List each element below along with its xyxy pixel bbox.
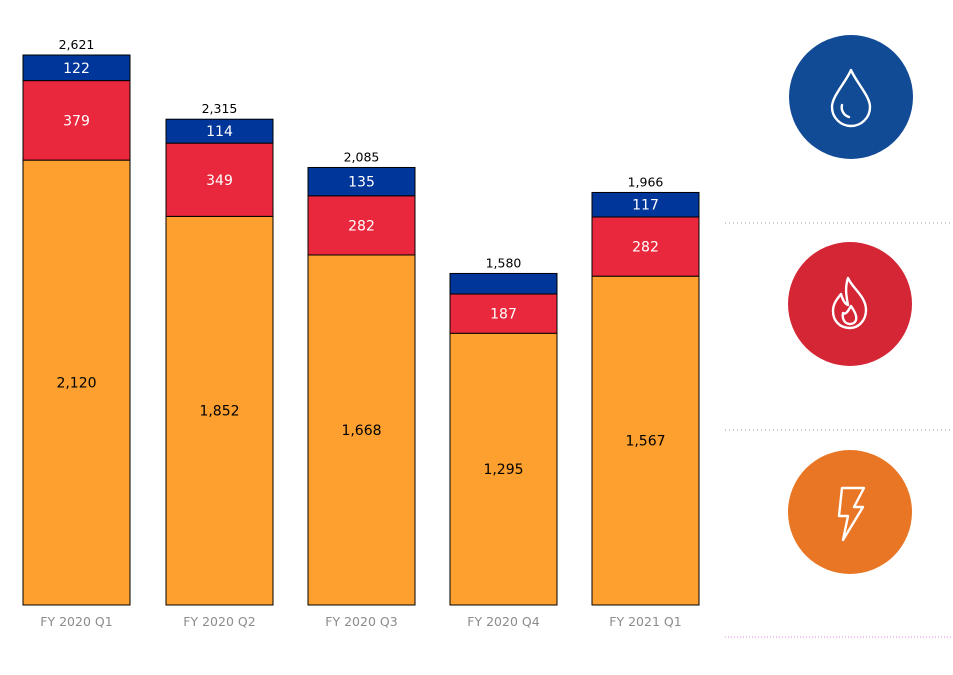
electricity-segment-label: 1,295 (483, 462, 523, 478)
electricity-segment-bar (22, 159, 131, 606)
category-label: FY 2020 Q2 (183, 614, 255, 629)
gas-segment-bar (22, 80, 131, 161)
bar-group: 1,852 349 114 2,315 FY 2020 Q2 (165, 101, 274, 629)
electricity-segment-label: 1,668 (341, 423, 381, 439)
electricity-segment-label: 1,852 (199, 404, 239, 420)
electricity-segment-bar (449, 332, 558, 606)
gas-segment-label: 282 (632, 240, 659, 256)
category-label: FY 2020 Q1 (40, 614, 112, 629)
water-segment-bar (449, 272, 558, 295)
gas-segment-label: 282 (348, 218, 375, 234)
category-label: FY 2020 Q4 (467, 614, 539, 629)
total-label: 2,085 (344, 149, 380, 164)
bar-group: 2,120 379 122 2,621 FY 2020 Q1 (22, 37, 131, 629)
category-label: FY 2020 Q3 (325, 614, 397, 629)
total-label: 1,966 (628, 174, 664, 189)
bar-group: 1,668 282 135 2,085 FY 2020 Q3 (307, 149, 416, 629)
electricity-segment-label: 1,567 (625, 434, 665, 450)
total-label: 2,315 (202, 101, 238, 116)
electricity-segment-bar (307, 254, 416, 606)
legend (725, 35, 953, 638)
category-label: FY 2021 Q1 (609, 614, 681, 629)
bar-group: 1,567 282 117 1,966 FY 2021 Q1 (591, 174, 700, 629)
water-segment-label: 122 (63, 61, 90, 77)
total-label: 1,580 (486, 255, 522, 270)
water-segment-bar (22, 54, 131, 82)
flame-icon (788, 242, 912, 366)
water-segment-bar (307, 166, 416, 197)
electricity-segment-label: 2,120 (56, 376, 96, 392)
water-segment-label: 135 (348, 175, 375, 191)
total-label: 2,621 (59, 37, 95, 52)
gas-segment-bar (591, 216, 700, 277)
electricity-segment-bar (591, 275, 700, 606)
gas-segment-label: 379 (63, 113, 90, 129)
water-segment-bar (165, 118, 274, 144)
gas-segment-bar (165, 142, 274, 217)
water-segment-label: 117 (632, 198, 659, 214)
water-drop-icon (789, 35, 913, 159)
gas-segment-label: 349 (206, 173, 233, 189)
gas-segment-bar (307, 195, 416, 256)
electricity-segment-bar (165, 215, 274, 606)
gas-segment-label: 187 (490, 307, 517, 323)
bar-group: 1,295 187 1,580 FY 2020 Q4 (449, 255, 558, 629)
water-segment-bar (591, 191, 700, 218)
lightning-bolt-icon (788, 450, 912, 574)
water-segment-label: 114 (206, 124, 233, 140)
